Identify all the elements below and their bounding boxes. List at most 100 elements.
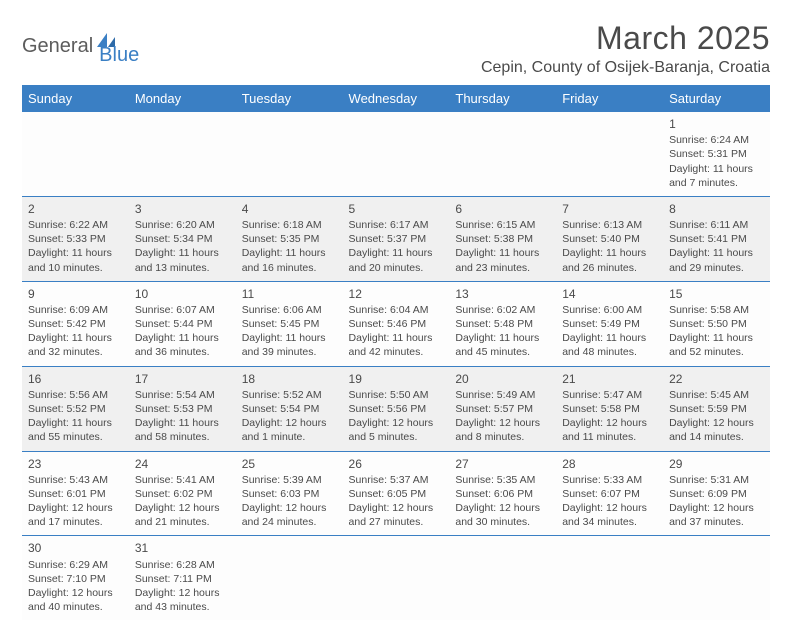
day-number: 29 [669,456,764,472]
sunset-text: Sunset: 5:34 PM [135,232,230,246]
empty-cell [343,112,450,196]
sunrise-text: Sunrise: 5:47 AM [562,388,657,402]
sunrise-text: Sunrise: 5:58 AM [669,303,764,317]
daylight-text: Daylight: 12 hours and 17 minutes. [28,501,123,529]
sunrise-text: Sunrise: 5:33 AM [562,473,657,487]
day-number: 12 [349,286,444,302]
sunset-text: Sunset: 5:37 PM [349,232,444,246]
daylight-text: Daylight: 11 hours and 32 minutes. [28,331,123,359]
sunrise-text: Sunrise: 6:22 AM [28,218,123,232]
day-cell: 2Sunrise: 6:22 AMSunset: 5:33 PMDaylight… [22,196,129,281]
day-cell: 5Sunrise: 6:17 AMSunset: 5:37 PMDaylight… [343,196,450,281]
day-cell: 18Sunrise: 5:52 AMSunset: 5:54 PMDayligh… [236,366,343,451]
empty-cell [236,112,343,196]
empty-cell [556,112,663,196]
empty-cell [236,536,343,620]
day-number: 2 [28,201,123,217]
sunset-text: Sunset: 5:42 PM [28,317,123,331]
month-title: March 2025 [481,20,770,57]
daylight-text: Daylight: 12 hours and 5 minutes. [349,416,444,444]
calendar-row: 23Sunrise: 5:43 AMSunset: 6:01 PMDayligh… [22,451,770,536]
day-number: 23 [28,456,123,472]
daylight-text: Daylight: 11 hours and 52 minutes. [669,331,764,359]
sunset-text: Sunset: 5:57 PM [455,402,550,416]
day-cell: 13Sunrise: 6:02 AMSunset: 5:48 PMDayligh… [449,281,556,366]
logo-text-blue: Blue [99,44,139,67]
sunset-text: Sunset: 7:11 PM [135,572,230,586]
day-header-monday: Monday [129,85,236,112]
sunrise-text: Sunrise: 5:31 AM [669,473,764,487]
daylight-text: Daylight: 12 hours and 11 minutes. [562,416,657,444]
sunrise-text: Sunrise: 5:49 AM [455,388,550,402]
sunset-text: Sunset: 5:46 PM [349,317,444,331]
daylight-text: Daylight: 12 hours and 30 minutes. [455,501,550,529]
sunrise-text: Sunrise: 6:15 AM [455,218,550,232]
sunrise-text: Sunrise: 6:13 AM [562,218,657,232]
day-cell: 25Sunrise: 5:39 AMSunset: 6:03 PMDayligh… [236,451,343,536]
day-cell: 15Sunrise: 5:58 AMSunset: 5:50 PMDayligh… [663,281,770,366]
day-cell: 11Sunrise: 6:06 AMSunset: 5:45 PMDayligh… [236,281,343,366]
daylight-text: Daylight: 12 hours and 40 minutes. [28,586,123,614]
sunset-text: Sunset: 5:44 PM [135,317,230,331]
daylight-text: Daylight: 12 hours and 14 minutes. [669,416,764,444]
sunset-text: Sunset: 5:53 PM [135,402,230,416]
sunset-text: Sunset: 5:33 PM [28,232,123,246]
sunset-text: Sunset: 5:35 PM [242,232,337,246]
sunrise-text: Sunrise: 5:54 AM [135,388,230,402]
daylight-text: Daylight: 11 hours and 58 minutes. [135,416,230,444]
daylight-text: Daylight: 11 hours and 13 minutes. [135,246,230,274]
day-number: 13 [455,286,550,302]
calendar-table: Sunday Monday Tuesday Wednesday Thursday… [22,85,770,620]
day-cell: 12Sunrise: 6:04 AMSunset: 5:46 PMDayligh… [343,281,450,366]
sunset-text: Sunset: 5:40 PM [562,232,657,246]
sunrise-text: Sunrise: 5:41 AM [135,473,230,487]
sunset-text: Sunset: 5:38 PM [455,232,550,246]
sunrise-text: Sunrise: 6:04 AM [349,303,444,317]
day-cell: 9Sunrise: 6:09 AMSunset: 5:42 PMDaylight… [22,281,129,366]
sunrise-text: Sunrise: 6:00 AM [562,303,657,317]
day-cell: 23Sunrise: 5:43 AMSunset: 6:01 PMDayligh… [22,451,129,536]
daylight-text: Daylight: 11 hours and 26 minutes. [562,246,657,274]
day-cell: 17Sunrise: 5:54 AMSunset: 5:53 PMDayligh… [129,366,236,451]
day-number: 27 [455,456,550,472]
day-number: 18 [242,371,337,387]
day-cell: 24Sunrise: 5:41 AMSunset: 6:02 PMDayligh… [129,451,236,536]
day-number: 6 [455,201,550,217]
sunrise-text: Sunrise: 5:35 AM [455,473,550,487]
day-number: 4 [242,201,337,217]
sunset-text: Sunset: 5:50 PM [669,317,764,331]
logo: General Blue [22,26,139,67]
empty-cell [449,112,556,196]
sunrise-text: Sunrise: 5:43 AM [28,473,123,487]
day-number: 26 [349,456,444,472]
day-number: 16 [28,371,123,387]
sunrise-text: Sunrise: 6:20 AM [135,218,230,232]
empty-cell [449,536,556,620]
day-cell: 16Sunrise: 5:56 AMSunset: 5:52 PMDayligh… [22,366,129,451]
day-number: 31 [135,540,230,556]
day-header-tuesday: Tuesday [236,85,343,112]
day-number: 7 [562,201,657,217]
sunrise-text: Sunrise: 6:18 AM [242,218,337,232]
day-number: 1 [669,116,764,132]
day-number: 9 [28,286,123,302]
sunset-text: Sunset: 5:45 PM [242,317,337,331]
day-header-friday: Friday [556,85,663,112]
day-number: 24 [135,456,230,472]
day-cell: 26Sunrise: 5:37 AMSunset: 6:05 PMDayligh… [343,451,450,536]
sunrise-text: Sunrise: 6:07 AM [135,303,230,317]
calendar-body: 1Sunrise: 6:24 AMSunset: 5:31 PMDaylight… [22,112,770,620]
day-cell: 7Sunrise: 6:13 AMSunset: 5:40 PMDaylight… [556,196,663,281]
day-cell: 14Sunrise: 6:00 AMSunset: 5:49 PMDayligh… [556,281,663,366]
empty-cell [22,112,129,196]
day-number: 22 [669,371,764,387]
daylight-text: Daylight: 12 hours and 1 minute. [242,416,337,444]
sunset-text: Sunset: 5:59 PM [669,402,764,416]
day-cell: 6Sunrise: 6:15 AMSunset: 5:38 PMDaylight… [449,196,556,281]
sunset-text: Sunset: 5:54 PM [242,402,337,416]
day-cell: 31Sunrise: 6:28 AMSunset: 7:11 PMDayligh… [129,536,236,620]
day-cell: 10Sunrise: 6:07 AMSunset: 5:44 PMDayligh… [129,281,236,366]
sunset-text: Sunset: 6:02 PM [135,487,230,501]
day-cell: 19Sunrise: 5:50 AMSunset: 5:56 PMDayligh… [343,366,450,451]
sunrise-text: Sunrise: 6:06 AM [242,303,337,317]
